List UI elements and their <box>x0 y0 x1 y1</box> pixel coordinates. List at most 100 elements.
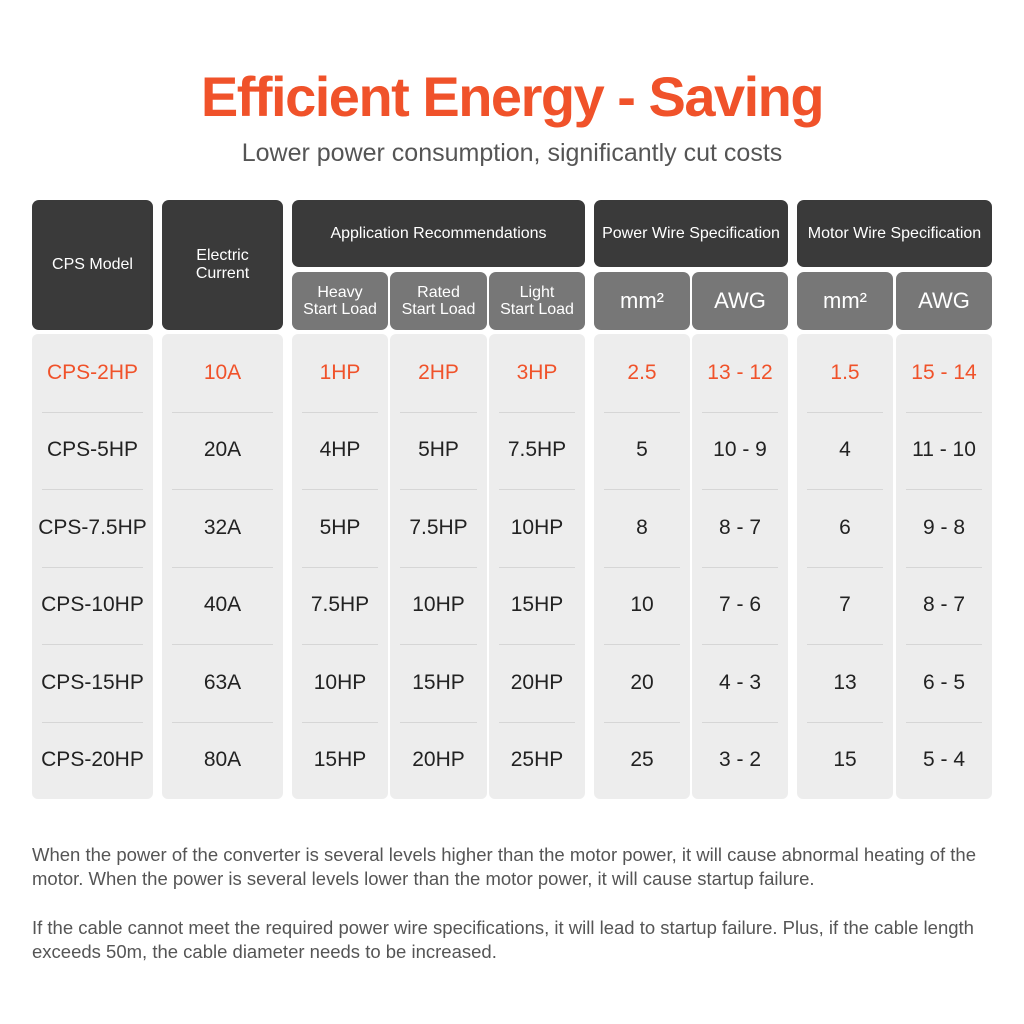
row-divider <box>400 412 477 413</box>
subheader-power-mm2: mm² <box>594 272 690 330</box>
row-divider <box>42 722 143 723</box>
row-divider <box>604 567 680 568</box>
cell-power-mm2: 25 <box>630 748 654 772</box>
cell-light-start-load: 25HP <box>510 748 564 772</box>
subheader-motor-mm2: mm² <box>797 272 893 330</box>
cell-rated-start-load: 10HP <box>412 593 465 617</box>
column-light-start-load <box>489 334 585 799</box>
row-divider <box>499 412 575 413</box>
cell-electric-current: 40A <box>203 593 242 617</box>
cell-rated-start-load: 7.5HP <box>409 515 468 539</box>
row-divider <box>702 412 778 413</box>
row-divider <box>172 722 273 723</box>
row-divider <box>499 722 575 723</box>
header-electric-current: Electric Current <box>162 200 283 330</box>
cell-motor-awg: 11 - 10 <box>912 438 976 462</box>
cell-electric-current: 10A <box>203 360 242 384</box>
cell-rated-start-load: 5HP <box>418 438 459 462</box>
note-cable-spec: If the cable cannot meet the required po… <box>32 917 974 962</box>
column-rated-start-load <box>390 334 487 799</box>
cell-motor-mm2: 1.5 <box>830 360 860 384</box>
cell-rated-start-load: 20HP <box>412 748 465 772</box>
row-divider <box>702 644 778 645</box>
row-divider <box>172 489 273 490</box>
note-power-levels: When the power of the converter is sever… <box>32 844 977 889</box>
cell-electric-current: 32A <box>203 515 242 539</box>
cell-power-awg: 13 - 12 <box>707 360 773 384</box>
row-divider <box>906 567 982 568</box>
cell-electric-current: 20A <box>203 438 242 462</box>
row-divider <box>172 644 273 645</box>
row-divider <box>499 567 575 568</box>
cell-light-start-load: 10HP <box>510 515 564 539</box>
row-divider <box>302 567 378 568</box>
cell-motor-awg: 6 - 5 <box>922 670 966 694</box>
row-divider <box>807 722 883 723</box>
row-divider <box>302 489 378 490</box>
row-divider <box>400 489 477 490</box>
header-power-wire-specification: Power Wire Specification <box>594 200 788 267</box>
row-divider <box>906 412 982 413</box>
subheader-power-awg: AWG <box>692 272 788 330</box>
subheader-heavy-start-load: Heavy Start Load <box>292 272 388 330</box>
cell-heavy-start-load: 4HP <box>319 438 361 462</box>
row-divider <box>400 567 477 568</box>
cell-rated-start-load: 15HP <box>412 670 465 694</box>
cell-power-awg: 8 - 7 <box>718 515 762 539</box>
cell-light-start-load: 20HP <box>510 670 564 694</box>
column-motor-awg <box>896 334 992 799</box>
cell-motor-awg: 5 - 4 <box>922 748 966 772</box>
row-divider <box>172 412 273 413</box>
cell-motor-mm2: 4 <box>839 438 851 462</box>
column-power-awg <box>692 334 788 799</box>
column-electric-current <box>162 334 283 799</box>
row-divider <box>172 567 273 568</box>
cell-cps-model: CPS-15HP <box>41 670 144 694</box>
row-divider <box>807 489 883 490</box>
cell-light-start-load: 3HP <box>516 360 558 384</box>
cell-power-mm2: 20 <box>630 670 654 694</box>
row-divider <box>42 644 143 645</box>
cell-power-awg: 4 - 3 <box>718 670 762 694</box>
cell-electric-current: 63A <box>203 670 242 694</box>
row-divider <box>42 412 143 413</box>
cell-heavy-start-load: 10HP <box>313 670 367 694</box>
row-divider <box>42 567 143 568</box>
cell-light-start-load: 7.5HP <box>507 438 567 462</box>
row-divider <box>302 412 378 413</box>
cell-motor-mm2: 6 <box>839 515 851 539</box>
cell-heavy-start-load: 15HP <box>313 748 367 772</box>
cell-motor-mm2: 15 <box>833 748 857 772</box>
cell-power-mm2: 2.5 <box>627 360 657 384</box>
row-divider <box>807 412 883 413</box>
row-divider <box>702 489 778 490</box>
cell-heavy-start-load: 1HP <box>319 360 361 384</box>
row-divider <box>604 644 680 645</box>
subheader-light-start-load: Light Start Load <box>489 272 585 330</box>
cell-light-start-load: 15HP <box>510 593 564 617</box>
row-divider <box>604 722 680 723</box>
cell-power-mm2: 8 <box>636 515 648 539</box>
row-divider <box>702 567 778 568</box>
cell-power-awg: 7 - 6 <box>718 593 762 617</box>
column-power-mm2 <box>594 334 690 799</box>
row-divider <box>906 644 982 645</box>
cell-motor-awg: 8 - 7 <box>922 593 966 617</box>
row-divider <box>302 722 378 723</box>
column-cps-model <box>32 334 153 799</box>
cell-motor-awg: 9 - 8 <box>922 515 966 539</box>
cell-motor-awg: 15 - 14 <box>911 360 977 384</box>
subheader-motor-awg: AWG <box>896 272 992 330</box>
cell-rated-start-load: 2HP <box>418 360 459 384</box>
row-divider <box>499 489 575 490</box>
column-motor-mm2 <box>797 334 893 799</box>
cell-power-awg: 3 - 2 <box>718 748 762 772</box>
header-cps-model: CPS Model <box>32 200 153 330</box>
cell-power-mm2: 10 <box>630 593 654 617</box>
row-divider <box>906 489 982 490</box>
cell-motor-mm2: 13 <box>833 670 857 694</box>
row-divider <box>400 722 477 723</box>
cell-power-mm2: 5 <box>636 438 648 462</box>
cell-electric-current: 80A <box>203 748 242 772</box>
subheader-rated-start-load: Rated Start Load <box>390 272 487 330</box>
